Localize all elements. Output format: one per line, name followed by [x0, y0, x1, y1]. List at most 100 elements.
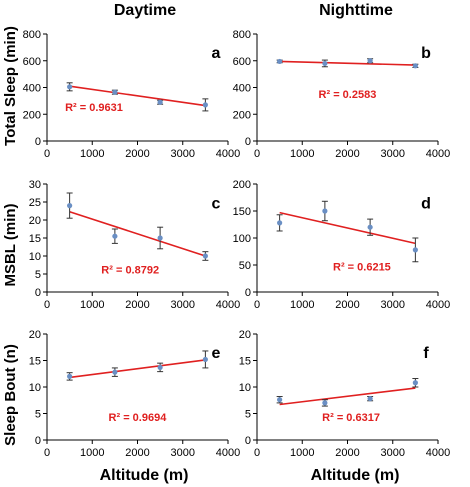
data-point [157, 235, 163, 241]
y-tick-label: 0 [245, 435, 251, 447]
panel-letter: d [421, 195, 431, 212]
r-squared-label: R² = 0.6317 [322, 412, 380, 424]
header-nighttime: Nighttime [319, 2, 393, 19]
data-point [322, 208, 328, 214]
panel-b: 0 200 400 600 800 0 1000 2000 3000 4000 b R² = 0.25… [233, 29, 451, 160]
y-tick-label: 20 [239, 329, 251, 341]
x-tick-label: 3000 [381, 299, 405, 311]
y-tick-label: 0 [35, 435, 41, 447]
x-tick-label: 3000 [381, 447, 405, 459]
y-tick-label: 100 [233, 233, 251, 245]
panel-a: 0 200 400 600 800 0 1000 2000 3000 4000 a R² = 0.96… [23, 29, 241, 160]
y-tick-label: 5 [35, 269, 41, 281]
x-tick-label: 1000 [80, 299, 104, 311]
y-tick-label: 400 [23, 83, 41, 95]
panel-letter: b [421, 45, 431, 62]
y-tick-label: 20 [29, 329, 41, 341]
x-tick-label: 4000 [216, 447, 240, 459]
panel-letter: f [423, 345, 429, 362]
data-point [67, 203, 73, 209]
trendline [69, 85, 206, 107]
panel-c: 0 5 10 15 20 25 30 0 1000 2000 3000 4000 c R² = 0.879… [29, 179, 240, 311]
data-point [67, 84, 73, 90]
x-tick-label: 3000 [171, 447, 195, 459]
x-tick-label: 2000 [125, 148, 149, 160]
x-tick-label: 0 [44, 148, 50, 160]
y-tick-label: 0 [245, 287, 251, 299]
y-tick-label: 150 [233, 206, 251, 218]
y-tick-label: 15 [29, 233, 41, 245]
data-point [412, 63, 418, 69]
data-point [277, 220, 283, 226]
y-tick-label: 5 [245, 409, 251, 421]
trendline [279, 211, 416, 245]
x-tick-label: 0 [44, 447, 50, 459]
y-tick-label: 10 [29, 251, 41, 263]
trendline [279, 60, 416, 66]
xlabel-left: Altitude (m) [100, 467, 189, 484]
header-daytime: Daytime [114, 2, 176, 19]
x-tick-label: 4000 [426, 148, 450, 160]
ylabel-msbl: MSBL (min) [2, 203, 19, 286]
y-tick-label: 800 [23, 29, 41, 41]
y-tick-label: 0 [35, 136, 41, 148]
ylabel-sleep-bout: Sleep Bout (n) [2, 344, 19, 446]
data-point [277, 58, 283, 65]
x-tick-label: 2000 [335, 299, 359, 311]
data-point [412, 247, 418, 253]
x-tick-label: 4000 [216, 148, 240, 160]
panel-e: 0 5 10 15 20 0 1000 2000 3000 4000 e R² = 0.9694 [29, 329, 240, 459]
data-point [367, 58, 373, 64]
x-tick-label: 2000 [125, 447, 149, 459]
y-tick-label: 200 [233, 179, 251, 191]
data-point [157, 364, 163, 370]
r-squared-label: R² = 0.8792 [101, 265, 159, 277]
data-point [322, 400, 328, 406]
y-tick-label: 0 [35, 287, 41, 299]
data-point [202, 102, 208, 108]
panel-f: 0 5 10 15 20 0 1000 2000 3000 4000 f R² = 0.6317 [239, 329, 450, 459]
data-point [112, 89, 118, 95]
x-tick-label: 1000 [80, 148, 104, 160]
x-tick-label: 4000 [216, 299, 240, 311]
y-tick-label: 800 [233, 29, 251, 41]
data-point [112, 369, 118, 375]
x-tick-label: 1000 [80, 447, 104, 459]
y-tick-label: 20 [29, 215, 41, 227]
y-tick-label: 10 [239, 382, 251, 394]
data-point [277, 397, 283, 403]
x-tick-label: 1000 [290, 299, 314, 311]
y-tick-label: 600 [233, 56, 251, 68]
x-tick-label: 0 [254, 447, 260, 459]
data-point [67, 373, 73, 379]
x-tick-label: 3000 [381, 148, 405, 160]
y-tick-label: 400 [233, 83, 251, 95]
data-point [367, 224, 373, 230]
x-tick-label: 4000 [426, 447, 450, 459]
x-tick-label: 2000 [335, 148, 359, 160]
data-point [112, 233, 118, 239]
data-point [202, 356, 208, 363]
x-tick-label: 0 [44, 299, 50, 311]
trendline [279, 387, 416, 406]
r-squared-label: R² = 0.9631 [65, 102, 123, 114]
ylabel-total-sleep: Total Sleep (min) [2, 26, 19, 146]
y-tick-label: 5 [35, 409, 41, 421]
xlabel-right: Altitude (m) [311, 467, 400, 484]
y-tick-label: 25 [29, 197, 41, 209]
y-tick-label: 50 [239, 260, 251, 272]
x-tick-label: 4000 [426, 299, 450, 311]
y-tick-label: 600 [23, 56, 41, 68]
trendline [69, 359, 206, 379]
trendline [69, 210, 206, 257]
panel-letter: a [212, 45, 221, 62]
r-squared-label: R² = 0.2583 [319, 89, 377, 101]
x-tick-label: 1000 [290, 148, 314, 160]
data-point [157, 99, 163, 105]
data-point [202, 253, 208, 259]
x-tick-label: 2000 [125, 299, 149, 311]
y-tick-label: 10 [29, 382, 41, 394]
